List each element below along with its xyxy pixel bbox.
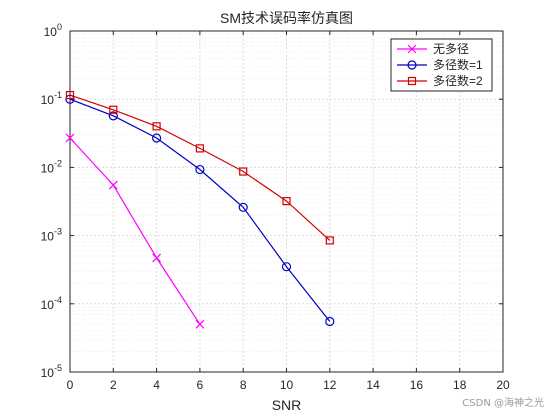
data-point-marker bbox=[238, 202, 248, 212]
series-line bbox=[69, 137, 201, 325]
y-tick-label: 10-2 bbox=[41, 158, 62, 175]
data-point-marker bbox=[108, 111, 118, 121]
data-point-marker bbox=[407, 76, 417, 86]
data-point-marker bbox=[152, 122, 161, 131]
data-point-marker bbox=[109, 105, 118, 114]
legend-entry: 多径数=1 bbox=[397, 57, 483, 72]
y-tick-label: 10-4 bbox=[41, 295, 62, 312]
x-tick-label: 16 bbox=[410, 378, 424, 392]
data-point-marker bbox=[239, 167, 248, 176]
series-3 bbox=[65, 90, 334, 245]
data-point-marker bbox=[195, 319, 205, 329]
x-tick-label: 14 bbox=[366, 378, 380, 392]
x-tick-label: 20 bbox=[496, 378, 510, 392]
legend-entry: 多径数=2 bbox=[397, 73, 483, 88]
series bbox=[65, 90, 335, 329]
x-tick-label: 2 bbox=[110, 378, 117, 392]
legend-entry: 无多径 bbox=[397, 42, 469, 56]
series-line bbox=[69, 98, 331, 322]
x-axis: 0 2 4 6 8 10 12 14 16 18 20 bbox=[67, 31, 510, 392]
data-point-marker bbox=[195, 144, 204, 153]
series-line bbox=[69, 94, 331, 241]
data-point-marker bbox=[407, 44, 417, 54]
y-tick-label: 100 bbox=[44, 22, 62, 39]
y-tick-label: 10-1 bbox=[41, 90, 62, 107]
legend-label: 无多径 bbox=[433, 42, 469, 56]
data-point-marker bbox=[195, 164, 205, 175]
data-point-marker bbox=[325, 236, 334, 245]
x-axis-label: SNR bbox=[272, 397, 302, 413]
y-tick-label: 10-3 bbox=[41, 227, 62, 244]
data-point-marker bbox=[281, 262, 292, 272]
data-point-marker bbox=[282, 197, 291, 206]
series-1 bbox=[65, 133, 205, 329]
watermark: CSDN @海神之光 bbox=[462, 398, 544, 409]
x-tick-label: 18 bbox=[453, 378, 467, 392]
data-point-marker bbox=[152, 133, 162, 143]
y-axis: 100 10-1 10-2 10-3 10-4 10-5 bbox=[41, 22, 503, 380]
series-2 bbox=[65, 94, 335, 327]
x-tick-label: 6 bbox=[197, 378, 204, 392]
data-point-marker bbox=[108, 180, 118, 190]
y-tick-label: 10-5 bbox=[41, 363, 62, 380]
x-tick-label: 12 bbox=[323, 378, 337, 392]
x-tick-label: 4 bbox=[153, 378, 160, 392]
legend-label: 多径数=1 bbox=[433, 57, 483, 72]
data-point-marker bbox=[65, 90, 75, 100]
x-tick-label: 0 bbox=[67, 378, 74, 392]
data-point-marker bbox=[65, 133, 75, 143]
x-tick-label: 10 bbox=[280, 378, 294, 392]
data-point-marker bbox=[325, 316, 335, 327]
legend-label: 多径数=2 bbox=[433, 73, 483, 88]
data-point-marker bbox=[407, 60, 417, 70]
x-tick-label: 8 bbox=[240, 378, 247, 392]
chart-title: SM技术误码率仿真图 bbox=[220, 10, 353, 26]
data-point-marker bbox=[152, 253, 162, 263]
